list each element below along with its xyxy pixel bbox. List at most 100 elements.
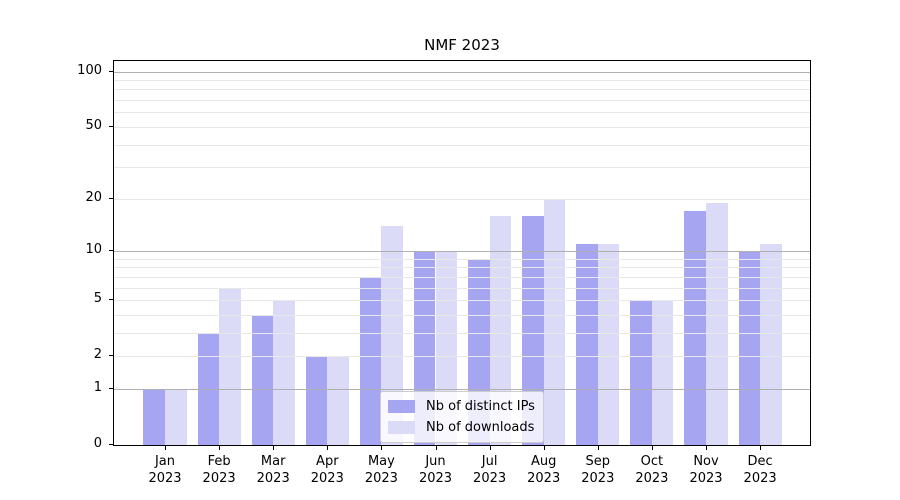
bar-ips-may bbox=[359, 276, 382, 445]
bar-ips-oct bbox=[630, 300, 652, 445]
gridline-90 bbox=[114, 79, 810, 81]
x-tick-label-jul: Jul 2023 bbox=[450, 453, 530, 487]
gridline-3 bbox=[114, 332, 810, 334]
x-tick-year: 2023 bbox=[310, 471, 344, 486]
y-tick-label-20: 20 bbox=[85, 189, 102, 205]
legend-entry-downloads: Nb of downloads bbox=[388, 417, 536, 438]
bar-ips-jan bbox=[143, 388, 165, 445]
x-axis: Jan 2023 Feb 2023 Mar 2023 Apr 2023 May 2023 Jun 20… bbox=[114, 446, 810, 496]
x-tick-year: 2023 bbox=[581, 471, 615, 486]
y-tick-label-2: 2 bbox=[93, 347, 102, 363]
x-tick-year: 2023 bbox=[473, 471, 507, 486]
gridline-80 bbox=[114, 89, 810, 91]
x-tick-mark-may bbox=[381, 446, 383, 450]
gridline-1 bbox=[114, 388, 810, 390]
x-tick-mark-mar bbox=[273, 446, 275, 450]
bar-ips-aug bbox=[522, 215, 544, 445]
x-tick-month: Feb bbox=[207, 454, 231, 469]
x-tick-month: Sep bbox=[585, 454, 611, 469]
x-tick-mark-aug bbox=[543, 446, 545, 450]
bar-downloads-oct bbox=[651, 300, 674, 445]
gridline-4 bbox=[114, 314, 810, 316]
y-tick-mark-1 bbox=[109, 387, 113, 389]
x-tick-month: Mar bbox=[260, 454, 286, 469]
legend-label-downloads: Nb of downloads bbox=[426, 420, 535, 435]
bar-ips-apr bbox=[305, 356, 328, 445]
gridline-7 bbox=[114, 276, 810, 278]
x-tick-label-aug: Aug 2023 bbox=[504, 453, 584, 487]
x-tick-year: 2023 bbox=[689, 471, 723, 486]
bar-ips-mar bbox=[251, 314, 274, 445]
gridline-20 bbox=[114, 198, 810, 200]
legend-swatch-distinct-ips bbox=[388, 400, 415, 413]
bar-ips-dec bbox=[738, 250, 761, 445]
plot-area: Nb of distinct IPs Nb of downloads bbox=[113, 60, 811, 446]
x-tick-label-oct: Oct 2023 bbox=[612, 453, 692, 487]
x-tick-month: Oct bbox=[640, 454, 664, 469]
gridline-100 bbox=[114, 71, 810, 73]
x-tick-label-nov: Nov 2023 bbox=[666, 453, 746, 487]
x-tick-label-dec: Dec 2023 bbox=[720, 453, 800, 487]
bar-downloads-may bbox=[381, 225, 403, 445]
x-tick-mark-oct bbox=[651, 446, 653, 450]
x-tick-mark-jan bbox=[165, 446, 166, 450]
y-tick-label-50: 50 bbox=[85, 117, 102, 133]
y-tick-mark-5 bbox=[109, 299, 113, 300]
x-tick-year: 2023 bbox=[364, 471, 398, 486]
x-tick-label-may: May 2023 bbox=[341, 453, 421, 487]
gridline-8 bbox=[114, 267, 810, 269]
bar-downloads-jul bbox=[489, 215, 512, 445]
gridline-60 bbox=[114, 112, 810, 114]
legend: Nb of distinct IPs Nb of downloads bbox=[380, 391, 544, 443]
legend-label-distinct-ips: Nb of distinct IPs bbox=[426, 399, 535, 414]
y-axis: 100 50 20 10 5 2 1 0 bbox=[0, 60, 113, 451]
x-tick-month: Jun bbox=[425, 454, 446, 469]
bar-downloads-apr bbox=[327, 356, 349, 445]
x-tick-label-feb: Feb 2023 bbox=[179, 453, 259, 487]
bar-downloads-aug bbox=[543, 198, 566, 445]
plot-inner: Nb of distinct IPs Nb of downloads bbox=[114, 61, 810, 445]
x-tick-year: 2023 bbox=[256, 471, 290, 486]
x-tick-label-jun: Jun 2023 bbox=[396, 453, 476, 487]
y-tick-label-0: 0 bbox=[93, 436, 102, 451]
x-tick-mark-sep bbox=[597, 446, 599, 450]
gridline-30 bbox=[114, 167, 810, 169]
x-tick-mark-apr bbox=[327, 446, 329, 450]
y-tick-mark-10 bbox=[109, 249, 113, 251]
y-tick-label-5: 5 bbox=[93, 291, 102, 306]
bar-downloads-nov bbox=[706, 202, 728, 445]
x-tick-label-sep: Sep 2023 bbox=[558, 453, 638, 487]
bar-downloads-dec bbox=[760, 243, 782, 445]
gridline-6 bbox=[114, 287, 810, 289]
x-tick-year: 2023 bbox=[743, 471, 777, 486]
x-tick-month: Jul bbox=[481, 454, 498, 469]
bar-ips-sep bbox=[576, 243, 598, 445]
x-tick-year: 2023 bbox=[148, 471, 182, 486]
bar-ips-nov bbox=[684, 211, 706, 445]
x-tick-mark-feb bbox=[219, 446, 221, 450]
gridline-5 bbox=[114, 300, 810, 301]
x-tick-month: Apr bbox=[316, 454, 339, 469]
gridline-40 bbox=[114, 144, 810, 146]
bar-downloads-sep bbox=[597, 243, 620, 445]
x-tick-label-apr: Apr 2023 bbox=[287, 453, 367, 487]
x-tick-year: 2023 bbox=[635, 471, 669, 486]
x-tick-year: 2023 bbox=[418, 471, 453, 486]
x-tick-year: 2023 bbox=[527, 471, 561, 486]
y-tick-label-100: 100 bbox=[77, 62, 102, 78]
bar-downloads-mar bbox=[273, 300, 295, 445]
legend-swatch-downloads bbox=[388, 421, 415, 434]
legend-entry-distinct-ips: Nb of distinct IPs bbox=[388, 396, 536, 417]
x-tick-mark-jun bbox=[435, 446, 437, 450]
x-tick-label-jan: Jan 2023 bbox=[125, 453, 205, 487]
gridline-10 bbox=[114, 250, 810, 252]
x-tick-month: Nov bbox=[693, 454, 719, 469]
y-tick-mark-2 bbox=[109, 355, 113, 357]
x-tick-month: May bbox=[367, 454, 395, 469]
y-tick-mark-50 bbox=[109, 125, 113, 127]
gridline-2 bbox=[114, 356, 810, 358]
y-tick-mark-0 bbox=[109, 444, 113, 445]
x-tick-year: 2023 bbox=[202, 471, 236, 486]
x-tick-month: Dec bbox=[747, 454, 773, 469]
